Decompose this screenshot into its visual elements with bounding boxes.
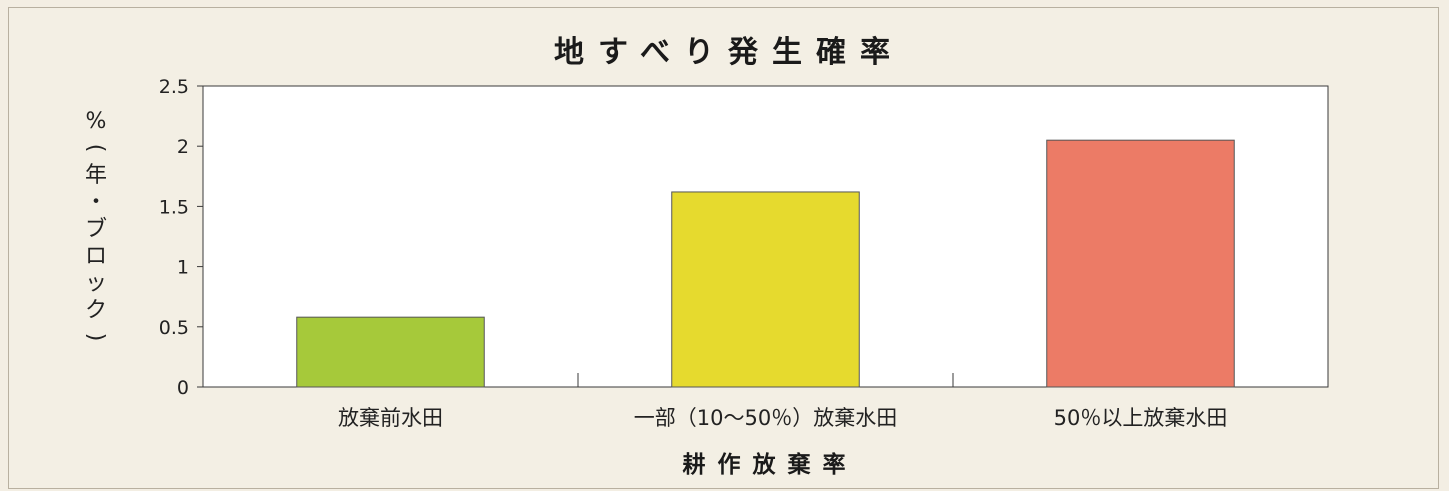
y-tick-label: 1 (177, 257, 189, 279)
bar (671, 191, 860, 388)
y-axis-label-text: %年・ブロック (85, 109, 107, 323)
x-axis-label: 耕作放棄率 (683, 451, 858, 478)
bars (296, 139, 1235, 388)
chart-title: 地すべり発生確率 (554, 35, 904, 70)
y-axis-label: () %年・ブロック (83, 109, 108, 341)
bar (296, 316, 485, 388)
y-axis-ticks: 0 0.5 1 1.5 2 2.5 (159, 76, 203, 399)
y-tick-label: 2.5 (159, 76, 189, 98)
x-axis-categories: 放棄前水田 一部（10～50％）放棄水田 50％以上放棄水田 (338, 406, 1227, 430)
svg-text:(: ( (83, 144, 108, 153)
x-category-label: 放棄前水田 (338, 406, 443, 430)
y-tick-label: 2 (177, 136, 189, 158)
y-tick-label: 0.5 (159, 317, 189, 339)
x-category-label: 50％以上放棄水田 (1054, 406, 1228, 430)
y-tick-label: 1.5 (159, 196, 189, 218)
svg-text:): ) (83, 333, 108, 342)
y-tick-label: 0 (177, 377, 189, 399)
bar (1046, 139, 1235, 388)
x-category-label: 一部（10～50％）放棄水田 (634, 406, 897, 430)
